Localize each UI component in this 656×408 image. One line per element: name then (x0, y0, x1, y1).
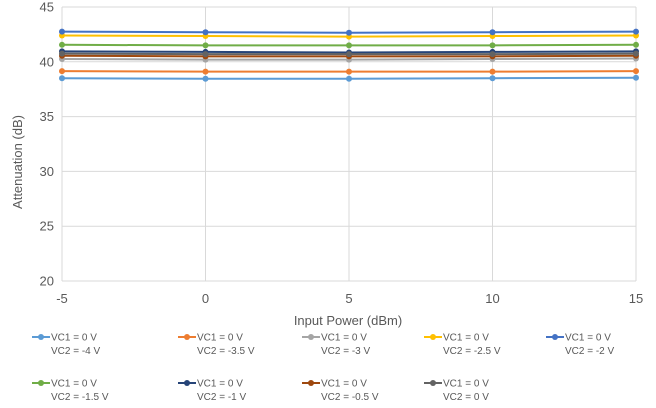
legend-label-line1: VC1 = 0 V (321, 333, 367, 344)
x-tick-labels: -5 0 5 10 15 (56, 291, 643, 306)
data-point (633, 50, 639, 57)
y-tick-label: 45 (40, 0, 54, 15)
legend-label-line2: VC2 = -1 V (197, 392, 247, 403)
legend-label-line1: VC1 = 0 V (51, 333, 97, 344)
data-point (202, 75, 209, 82)
y-tick-label: 40 (40, 54, 54, 69)
series-8 (59, 50, 639, 58)
data-point (489, 68, 496, 75)
legend-swatch-marker (552, 334, 558, 340)
legend-item: VC1 = 0 V VC2 = -2 V (546, 333, 615, 357)
legend-swatch-marker (430, 380, 436, 386)
legend-label-line2: VC2 = -3 V (321, 346, 371, 357)
data-point (59, 41, 65, 48)
data-point (346, 51, 352, 58)
series-group (59, 28, 639, 82)
data-point (59, 75, 65, 82)
data-point (346, 29, 352, 36)
data-point (346, 75, 352, 82)
legend-item: VC1 = 0 V VC2 = -1 V (178, 379, 247, 403)
legend-label-line2: VC2 = -2 V (565, 346, 615, 357)
y-tick-label: 35 (40, 109, 54, 124)
data-point (489, 75, 496, 82)
x-tick-label: 0 (202, 291, 209, 306)
legend-label-line1: VC1 = 0 V (443, 333, 489, 344)
series-5 (59, 41, 639, 49)
data-point (202, 42, 209, 49)
legend-label-line2: VC2 = 0 V (443, 392, 489, 403)
legend-swatch-marker (308, 334, 314, 340)
series-0 (59, 74, 639, 82)
legend-item: VC1 = 0 V VC2 = -3 V (302, 333, 371, 357)
x-tick-label: 5 (345, 291, 352, 306)
legend-item: VC1 = 0 V VC2 = -0.5 V (302, 379, 379, 403)
legend-swatch-marker (38, 380, 44, 386)
x-tick-label: 15 (629, 291, 643, 306)
data-point (202, 51, 209, 58)
y-tick-label: 25 (40, 219, 54, 234)
data-point (59, 28, 65, 35)
legend-label-line2: VC2 = -1.5 V (51, 392, 109, 403)
legend-label-line1: VC1 = 0 V (197, 379, 243, 390)
data-point (489, 29, 496, 36)
data-point (59, 68, 65, 75)
data-point (633, 68, 639, 75)
legend-swatch-marker (308, 380, 314, 386)
data-point (346, 68, 352, 75)
legend-item: VC1 = 0 V VC2 = -4 V (32, 333, 101, 357)
data-point (633, 41, 639, 48)
legend-item: VC1 = 0 V VC2 = -1.5 V (32, 379, 109, 403)
legend: VC1 = 0 V VC2 = -4 V VC1 = 0 V VC2 = -3.5 V… (32, 333, 615, 403)
legend-swatch-marker (430, 334, 436, 340)
legend-label-line2: VC2 = -2.5 V (443, 346, 501, 357)
y-tick-label: 20 (40, 274, 54, 289)
data-point (633, 28, 639, 35)
x-axis-title: Input Power (dBm) (294, 313, 402, 328)
legend-swatch-marker (38, 334, 44, 340)
series-1 (59, 68, 639, 75)
legend-item: VC1 = 0 V VC2 = -3.5 V (178, 333, 255, 357)
legend-label-line1: VC1 = 0 V (197, 333, 243, 344)
y-axis-title: Attenuation (dB) (10, 115, 25, 209)
legend-label-line2: VC2 = -4 V (51, 346, 101, 357)
data-point (202, 29, 209, 36)
data-point (489, 42, 496, 49)
legend-swatch-marker (184, 380, 190, 386)
legend-label-line1: VC1 = 0 V (51, 379, 97, 390)
legend-item: VC1 = 0 V VC2 = 0 V (424, 379, 489, 403)
legend-label-line2: VC2 = -0.5 V (321, 392, 379, 403)
legend-label-line1: VC1 = 0 V (565, 333, 611, 344)
x-tick-label: -5 (56, 291, 68, 306)
legend-label-line2: VC2 = -3.5 V (197, 346, 255, 357)
x-tick-label: 10 (485, 291, 499, 306)
data-point (346, 42, 352, 49)
data-point (59, 50, 65, 57)
series-4 (59, 28, 639, 36)
legend-swatch-marker (184, 334, 190, 340)
legend-label-line1: VC1 = 0 V (321, 379, 367, 390)
data-point (633, 74, 639, 81)
legend-label-line1: VC1 = 0 V (443, 379, 489, 390)
y-tick-labels: 20 25 30 35 40 45 (40, 0, 54, 289)
y-tick-label: 30 (40, 164, 54, 179)
legend-item: VC1 = 0 V VC2 = -2.5 V (424, 333, 501, 357)
data-point (489, 51, 496, 58)
data-point (202, 68, 209, 75)
